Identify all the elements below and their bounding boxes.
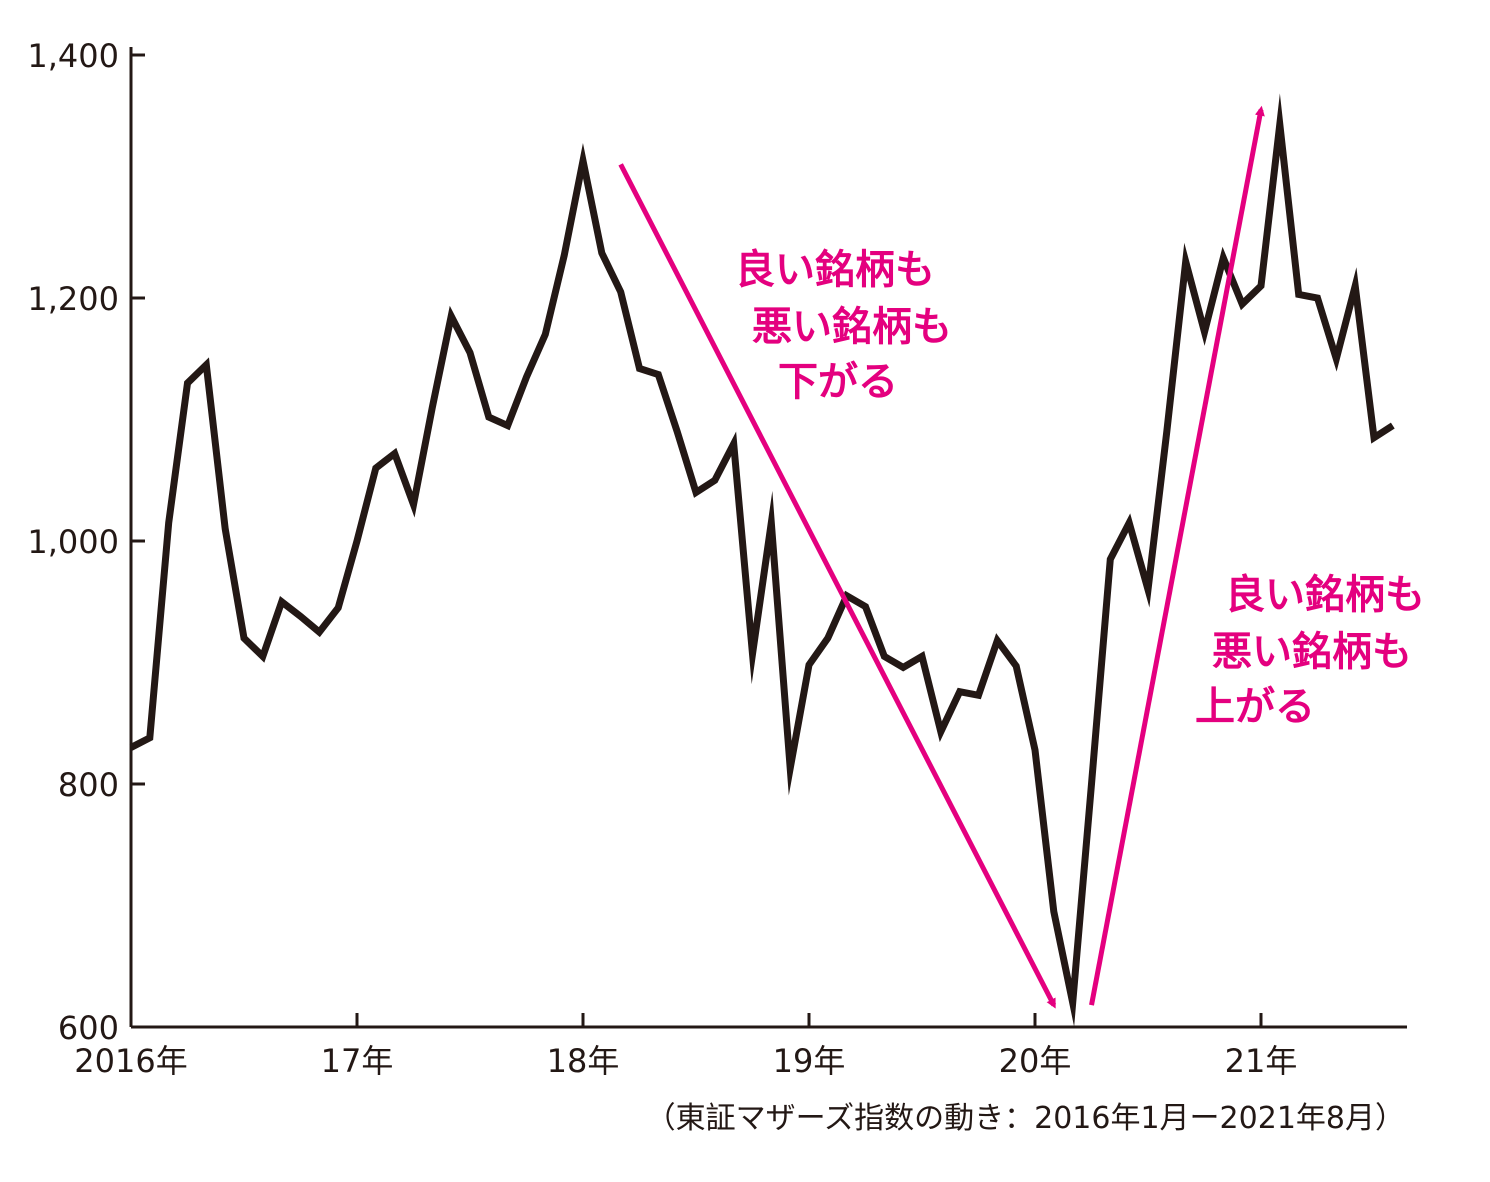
annotation-line: 良い銘柄も xyxy=(735,247,935,293)
y-tick-label: 800 xyxy=(58,766,119,804)
down-arrow xyxy=(618,163,1057,1009)
y-tick-label: 600 xyxy=(58,1009,119,1047)
annotation-line: 上がる xyxy=(1195,684,1315,730)
axes: 600 800 1,000 1,200 1,400 2016年 17年 18年 19年 20年 21… xyxy=(27,37,1407,1080)
annotation-line: 良い銘柄も xyxy=(1225,572,1425,618)
x-tick-label: 2016年 xyxy=(74,1042,187,1080)
annotation-line: 悪い銘柄も xyxy=(1212,629,1412,675)
series-layer xyxy=(129,93,1395,1027)
arrows-layer xyxy=(618,105,1265,1009)
x-tick-label: 19年 xyxy=(773,1042,846,1080)
x-tick-label: 21年 xyxy=(1225,1042,1298,1080)
series-line xyxy=(129,93,1395,1027)
y-tick-label: 1,000 xyxy=(27,523,119,561)
chart-caption: （東証マザーズ指数の動き：2016年1月ー2021年8月） xyxy=(646,1101,1405,1136)
annotation-line: 下がる xyxy=(778,359,898,405)
annotation-line: 悪い銘柄も xyxy=(752,304,952,350)
up-arrow xyxy=(1089,105,1265,1006)
y-tick-label: 1,200 xyxy=(27,280,119,318)
x-tick-label: 20年 xyxy=(999,1042,1072,1080)
y-tick-label: 1,400 xyxy=(27,37,119,75)
x-tick-label: 18年 xyxy=(547,1042,620,1080)
x-tick-label: 17年 xyxy=(321,1042,394,1080)
